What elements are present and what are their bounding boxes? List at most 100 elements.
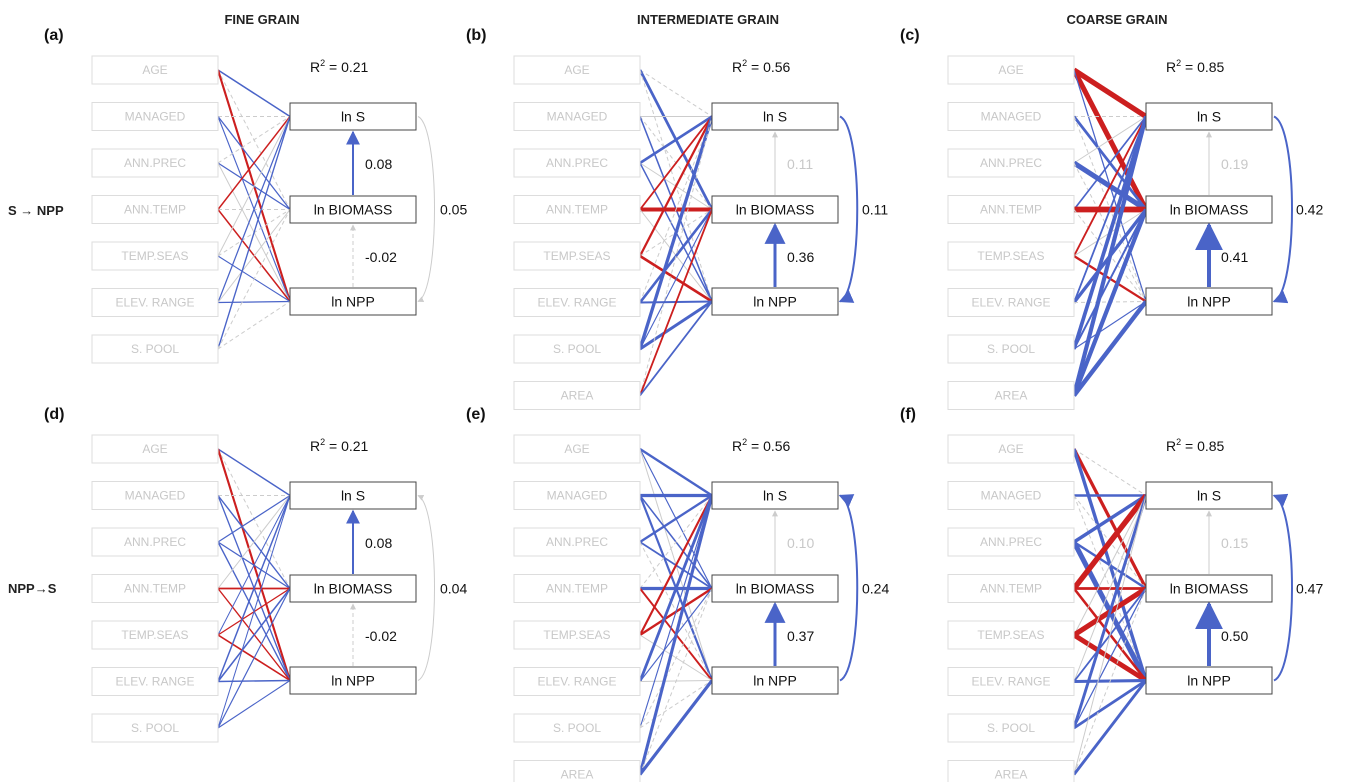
edge-2-0	[217, 116, 291, 164]
predictor-box	[91, 713, 219, 743]
node-label: ln BIOMASS	[1170, 581, 1249, 597]
predictor-label: ANN.PREC	[980, 156, 1042, 170]
predictor-edges	[638, 69, 714, 397]
arrow-s-npp-curve	[417, 116, 435, 302]
edge-6-1	[1073, 588, 1147, 729]
panel-d: AGE MANAGED ANN.PREC ANN.TEMP TEMP.SEAS ELEV.…	[44, 406, 467, 743]
coef-biomass-s: 0.19	[1221, 156, 1248, 172]
predictor-label: ANN.TEMP	[124, 582, 186, 596]
edge-3-0	[217, 116, 291, 210]
predictor-box	[91, 527, 219, 557]
edge-4-0	[217, 116, 291, 257]
edge-4-0	[639, 495, 713, 636]
edge-6-1	[217, 588, 291, 729]
edge-4-0	[1073, 495, 1147, 636]
edge-5-0	[217, 116, 291, 303]
edge-5-0	[217, 495, 291, 682]
predictor-box	[947, 381, 1075, 410]
node-box	[289, 481, 417, 510]
node-label: ln S	[1197, 109, 1221, 125]
row-label-s-to-npp: S → NPP	[8, 203, 64, 218]
r-squared-label: R2 = 0.21	[310, 437, 369, 454]
panel-tag: (b)	[466, 27, 486, 44]
panel-tag: (d)	[44, 406, 64, 423]
node-box	[711, 287, 839, 316]
column-header-coarse: COARSE GRAIN	[1066, 12, 1167, 27]
predictor-label: AREA	[561, 389, 594, 403]
predictor-box	[513, 574, 641, 603]
predictor-label: ANN.TEMP	[546, 203, 608, 217]
edge-6-0	[639, 495, 713, 729]
coef-npp-biomass: 0.36	[787, 249, 814, 265]
edge-3-0	[639, 115, 713, 211]
edge-4-0	[639, 115, 713, 257]
predictor-box	[513, 334, 641, 364]
predictor-label: TEMP.SEAS	[543, 249, 610, 263]
edge-3-0	[217, 495, 291, 589]
predictor-box	[91, 241, 219, 271]
edge-0-0	[217, 448, 291, 497]
predictor-label: S. POOL	[553, 721, 601, 735]
predictor-box	[91, 288, 219, 317]
predictor-label: S. POOL	[987, 342, 1035, 356]
node-box	[711, 574, 839, 603]
edge-4-0	[1073, 116, 1147, 257]
predictor-label: TEMP.SEAS	[121, 249, 188, 263]
node-box	[1145, 287, 1273, 316]
predictor-box	[513, 288, 641, 317]
edge-6-2	[217, 680, 291, 729]
coef-npp-biomass: -0.02	[365, 628, 397, 644]
edge-7-2	[1072, 300, 1148, 397]
predictor-box	[91, 620, 219, 650]
predictor-label: AREA	[995, 389, 1028, 403]
edge-6-1	[1073, 209, 1147, 350]
node-label: ln S	[341, 488, 365, 504]
predictor-box	[513, 527, 641, 557]
edge-6-2	[639, 300, 713, 351]
coef-s-npp: 0.11	[862, 202, 888, 218]
coef-s-npp: 0.47	[1296, 581, 1323, 597]
predictor-label: ANN.TEMP	[124, 203, 186, 217]
predictor-box	[513, 481, 641, 510]
node-label: ln NPP	[1187, 294, 1231, 310]
predictor-label: S. POOL	[131, 342, 179, 356]
predictor-label: ANN.PREC	[546, 535, 608, 549]
edge-6-0	[638, 116, 714, 350]
predictor-box	[513, 102, 641, 131]
coef-npp-biomass: -0.02	[365, 249, 397, 265]
predictor-box	[91, 667, 219, 696]
predictor-box	[947, 148, 1075, 178]
edge-5-2	[217, 679, 291, 683]
edge-7-2	[638, 679, 714, 776]
predictor-box	[91, 481, 219, 510]
node-label: ln NPP	[331, 294, 375, 310]
predictor-box	[947, 527, 1075, 557]
panel-b: AGE MANAGED ANN.PREC ANN.TEMP TEMP.SEAS ELEV.…	[466, 27, 888, 410]
panel-e: AGE MANAGED ANN.PREC ANN.TEMP TEMP.SEAS ELEV.…	[466, 406, 889, 782]
edge-6-0	[217, 495, 291, 729]
predictor-box	[513, 381, 641, 410]
node-box	[1145, 574, 1273, 603]
panel-f: AGE MANAGED ANN.PREC ANN.TEMP TEMP.SEAS ELEV.…	[900, 406, 1323, 782]
predictor-label: ANN.TEMP	[980, 203, 1042, 217]
predictor-label: AGE	[142, 442, 167, 456]
predictor-box	[947, 102, 1075, 131]
edge-0-0	[639, 69, 713, 117]
coef-s-npp: 0.05	[440, 202, 467, 218]
column-header-intermediate: INTERMEDIATE GRAIN	[637, 12, 779, 27]
edge-5-1	[217, 209, 291, 303]
predictor-label: AGE	[142, 63, 167, 77]
predictor-box	[513, 241, 641, 271]
panel-tag: (c)	[900, 27, 920, 44]
coef-biomass-s: 0.08	[365, 535, 392, 551]
predictor-box	[91, 55, 219, 85]
node-box	[711, 666, 839, 695]
node-box	[289, 574, 417, 603]
panel-a: AGE MANAGED ANN.PREC ANN.TEMP TEMP.SEAS ELEV.…	[44, 27, 467, 364]
edge-6-1	[639, 588, 713, 729]
predictor-label: AGE	[998, 63, 1023, 77]
predictor-edges	[216, 69, 292, 350]
predictor-label: MANAGED	[981, 489, 1042, 503]
edge-5-0	[638, 494, 714, 683]
predictor-label: ELEV. RANGE	[972, 296, 1051, 310]
